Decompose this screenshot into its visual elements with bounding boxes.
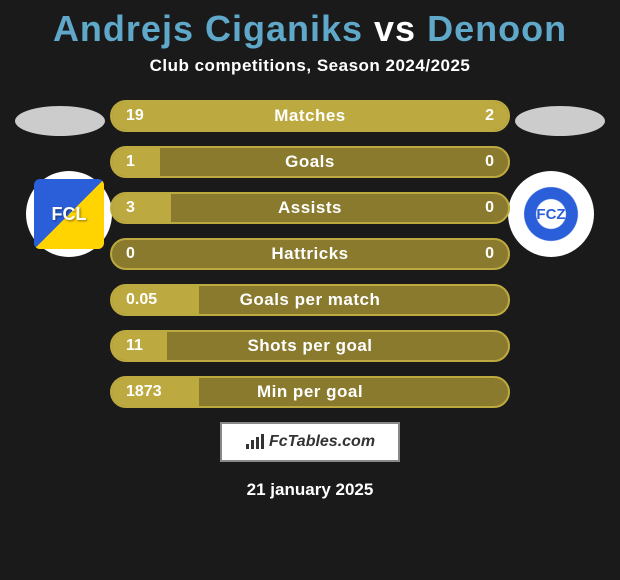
stat-label: Min per goal <box>112 382 508 402</box>
comparison-title: Andrejs Ciganiks vs Denoon <box>0 0 620 50</box>
stat-bar: 0.05Goals per match <box>110 284 510 316</box>
player1-name: Andrejs Ciganiks <box>53 8 363 49</box>
stat-bars-container: 19Matches21Goals03Assists00Hattricks00.0… <box>110 96 510 408</box>
player2-silhouette <box>515 106 605 136</box>
club-logo-left: FCL <box>26 171 112 257</box>
vs-text: vs <box>363 8 427 49</box>
stat-value-right: 0 <box>485 245 494 263</box>
stat-bar: 19Matches2 <box>110 100 510 132</box>
chart-icon <box>245 434 265 450</box>
club-logo-left-text: FCL <box>34 179 104 249</box>
stat-label: Shots per goal <box>112 336 508 356</box>
club-logo-right: FCZ <box>508 171 594 257</box>
stat-label: Assists <box>112 198 508 218</box>
comparison-content: FCL FCZ 19Matches21Goals03Assists00Hattr… <box>0 96 620 500</box>
stat-bar: 1873Min per goal <box>110 376 510 408</box>
stat-label: Hattricks <box>112 244 508 264</box>
stat-bar: 1Goals0 <box>110 146 510 178</box>
date-text: 21 january 2025 <box>0 480 620 500</box>
player1-silhouette <box>15 106 105 136</box>
stat-value-right: 0 <box>485 199 494 217</box>
stat-bar: 0Hattricks0 <box>110 238 510 270</box>
brand-text: FcTables.com <box>269 433 375 451</box>
player2-name: Denoon <box>427 8 567 49</box>
stat-bar: 11Shots per goal <box>110 330 510 362</box>
stat-value-right: 0 <box>485 153 494 171</box>
club-logo-right-text: FCZ <box>517 180 585 248</box>
stat-label: Goals per match <box>112 290 508 310</box>
subtitle: Club competitions, Season 2024/2025 <box>0 56 620 76</box>
stat-label: Matches <box>112 106 508 126</box>
stat-label: Goals <box>112 152 508 172</box>
brand-badge: FcTables.com <box>220 422 400 462</box>
stat-value-right: 2 <box>485 107 494 125</box>
stat-bar: 3Assists0 <box>110 192 510 224</box>
